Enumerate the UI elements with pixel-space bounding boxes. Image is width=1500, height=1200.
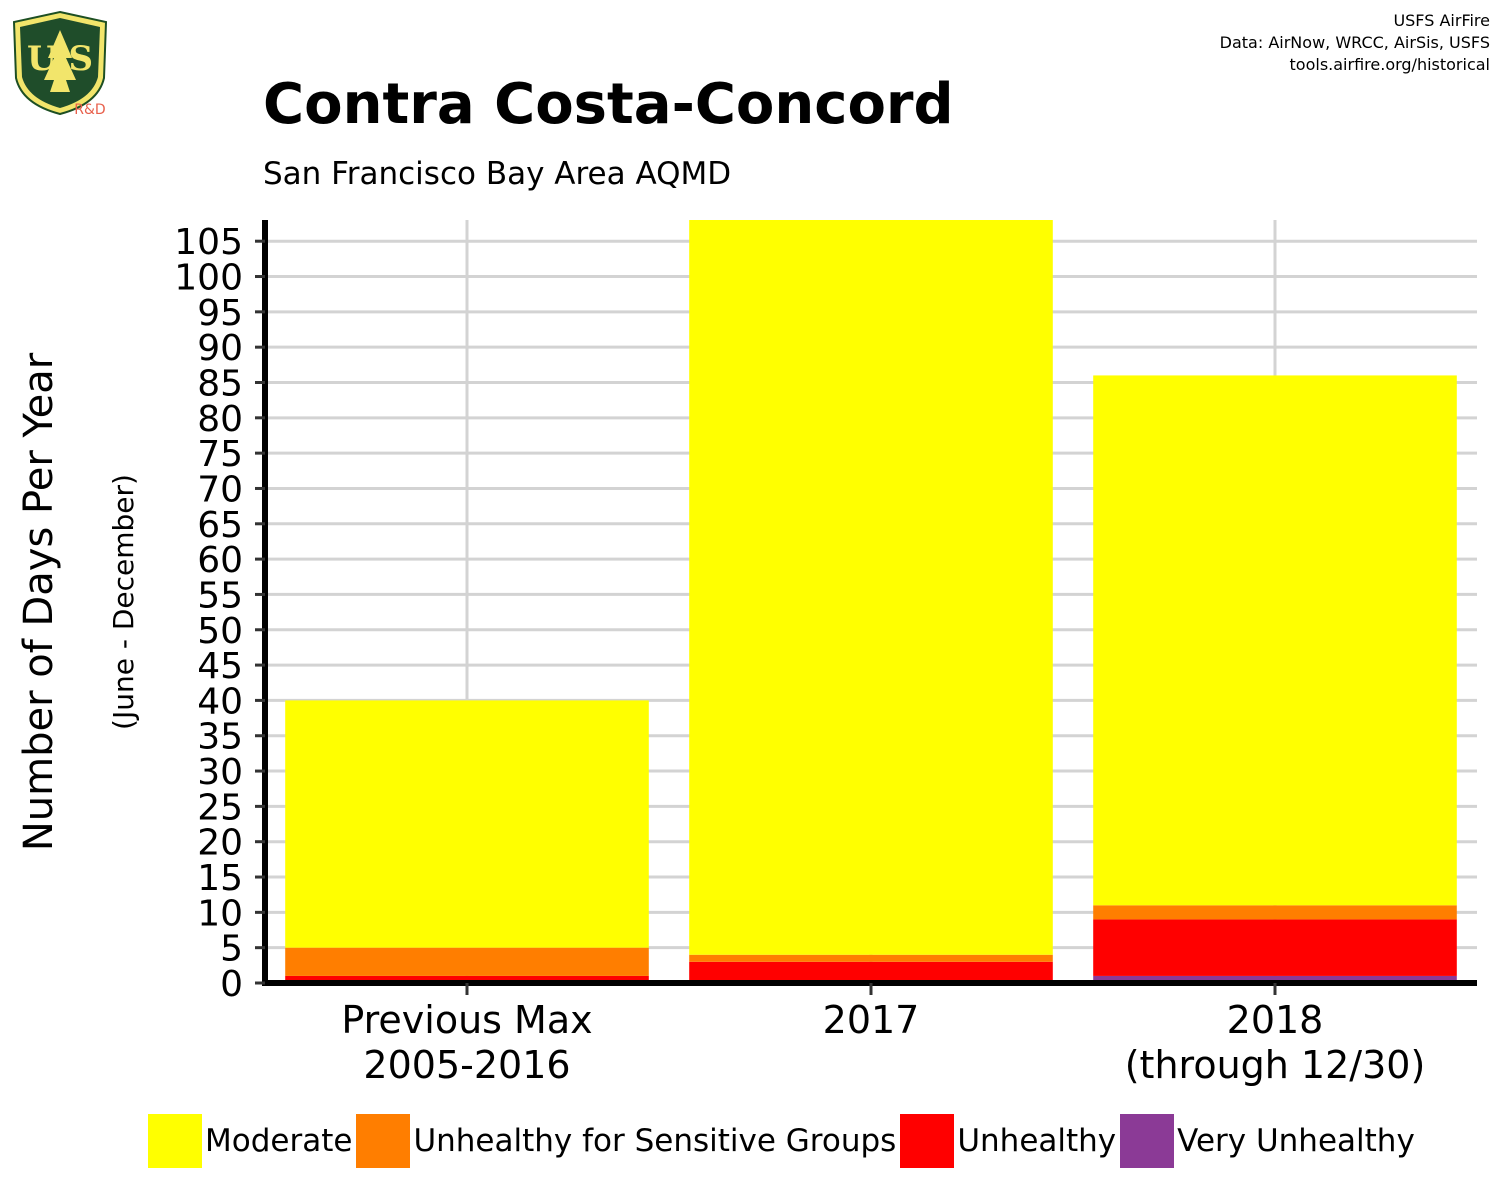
y-tick-label: 0 xyxy=(220,964,243,1005)
y-tick-label: 45 xyxy=(197,646,243,687)
y-tick-label: 60 xyxy=(197,540,243,581)
bar-segment-very-unhealthy xyxy=(1093,975,1457,983)
legend-item: Very Unhealthy xyxy=(1120,1114,1415,1168)
y-tick-label: 100 xyxy=(174,258,243,299)
y-tick-label: 50 xyxy=(197,611,243,652)
y-tick-label: 40 xyxy=(197,681,243,722)
bar-segment-moderate xyxy=(689,220,1053,955)
y-axis-subtitle: (June - December) xyxy=(107,474,140,730)
y-tick-label: 55 xyxy=(197,575,243,616)
y-tick-label: 75 xyxy=(197,434,243,475)
y-tick-label: 35 xyxy=(197,717,243,758)
y-tick-label: 105 xyxy=(174,222,243,263)
y-tick-label: 20 xyxy=(197,823,243,864)
legend-item: Unhealthy for Sensitive Groups xyxy=(356,1114,896,1168)
y-tick-label: 30 xyxy=(197,752,243,793)
legend-swatch xyxy=(356,1114,411,1168)
forest-service-logo: U S R&D xyxy=(12,10,108,118)
y-tick-label: 65 xyxy=(197,505,243,546)
y-tick-label: 70 xyxy=(197,469,243,510)
bar-segment-unhealthy xyxy=(1093,919,1457,976)
y-tick-label: 10 xyxy=(197,893,243,934)
bar-segment-unhealthy-for-sensitive-groups xyxy=(1093,905,1457,920)
bar-segment-unhealthy-for-sensitive-groups xyxy=(689,954,1053,962)
logo-us-text: U S xyxy=(27,39,93,79)
bar-segment-unhealthy xyxy=(285,975,649,983)
x-tick-label: 2018 xyxy=(1227,998,1324,1042)
legend-label: Very Unhealthy xyxy=(1177,1123,1415,1159)
credit-block: USFS AirFire Data: AirNow, WRCC, AirSis,… xyxy=(1220,10,1490,76)
bar-segment-moderate xyxy=(285,700,649,948)
x-tick-label: 2017 xyxy=(823,998,920,1042)
x-tick-label: 2005-2016 xyxy=(363,1043,570,1087)
y-tick-label: 90 xyxy=(197,328,243,369)
legend-swatch xyxy=(148,1114,202,1168)
y-tick-label: 15 xyxy=(197,858,243,899)
y-tick-label: 5 xyxy=(220,929,243,970)
y-tick-label: 95 xyxy=(197,293,243,334)
chart-subtitle: San Francisco Bay Area AQMD xyxy=(263,156,732,192)
bar-segment-moderate xyxy=(1093,375,1457,906)
bar-segment-unhealthy xyxy=(689,961,1053,983)
credit-url: tools.airfire.org/historical xyxy=(1289,55,1490,74)
legend-label: Moderate xyxy=(205,1123,353,1159)
y-axis-title: Number of Days Per Year xyxy=(16,352,62,851)
credit-source: USFS AirFire xyxy=(1393,11,1490,30)
legend-item: Moderate xyxy=(148,1114,352,1168)
x-tick-label: Previous Max xyxy=(341,998,592,1042)
chart-title: Contra Costa-Concord xyxy=(263,72,954,137)
legend-label: Unhealthy for Sensitive Groups xyxy=(413,1123,897,1159)
x-tick-label: (through 12/30) xyxy=(1125,1043,1426,1087)
legend-label: Unhealthy xyxy=(957,1123,1117,1159)
legend-swatch xyxy=(900,1114,955,1168)
legend-swatch xyxy=(1120,1114,1175,1168)
y-tick-label: 80 xyxy=(197,399,243,440)
bar-segment-unhealthy-for-sensitive-groups xyxy=(285,947,649,976)
credit-data: Data: AirNow, WRCC, AirSis, USFS xyxy=(1219,33,1490,52)
legend: Moderate Unhealthy for Sensitive Groups Un… xyxy=(148,1114,1419,1168)
y-tick-label: 85 xyxy=(197,363,243,404)
legend-item: Unhealthy xyxy=(900,1114,1116,1168)
y-tick-label: 25 xyxy=(197,787,243,828)
logo-badge-text: R&D xyxy=(74,102,105,118)
